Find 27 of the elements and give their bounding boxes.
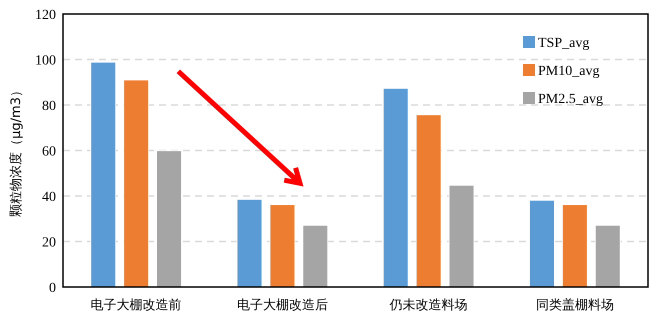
y-tick-label: 20 bbox=[42, 236, 56, 250]
x-tick-label: 仍未改造料场 bbox=[388, 298, 468, 313]
bar bbox=[529, 200, 555, 288]
bar bbox=[416, 114, 442, 288]
x-tick-label: 电子大棚改造前 bbox=[90, 298, 182, 313]
bar bbox=[302, 224, 328, 288]
x-tick-label: 电子大棚改造后 bbox=[236, 298, 328, 313]
legend-label: PM2.5_avg bbox=[538, 92, 603, 107]
y-tick-label: 60 bbox=[42, 144, 56, 160]
bar bbox=[562, 204, 588, 288]
y-tick-label: 0 bbox=[49, 281, 56, 296]
y-tick-label: 80 bbox=[42, 99, 56, 114]
x-tick-label: 同类盖棚料场 bbox=[536, 297, 614, 313]
legend-label: PM10_avg bbox=[538, 64, 600, 79]
legend-label: TSP_avg bbox=[538, 36, 590, 51]
bar bbox=[123, 80, 149, 288]
bar bbox=[270, 204, 296, 288]
y-tick-label: 40 bbox=[42, 190, 56, 205]
bar bbox=[90, 62, 116, 288]
y-tick-label: 120 bbox=[35, 8, 56, 23]
bar bbox=[382, 88, 409, 288]
bar bbox=[448, 184, 474, 288]
y-tick-label: 100 bbox=[35, 54, 56, 68]
bar bbox=[594, 224, 621, 288]
bar bbox=[236, 199, 262, 288]
y-axis-title: 颗粒物浓度（μg/m3） bbox=[8, 84, 24, 217]
bar bbox=[156, 150, 182, 288]
